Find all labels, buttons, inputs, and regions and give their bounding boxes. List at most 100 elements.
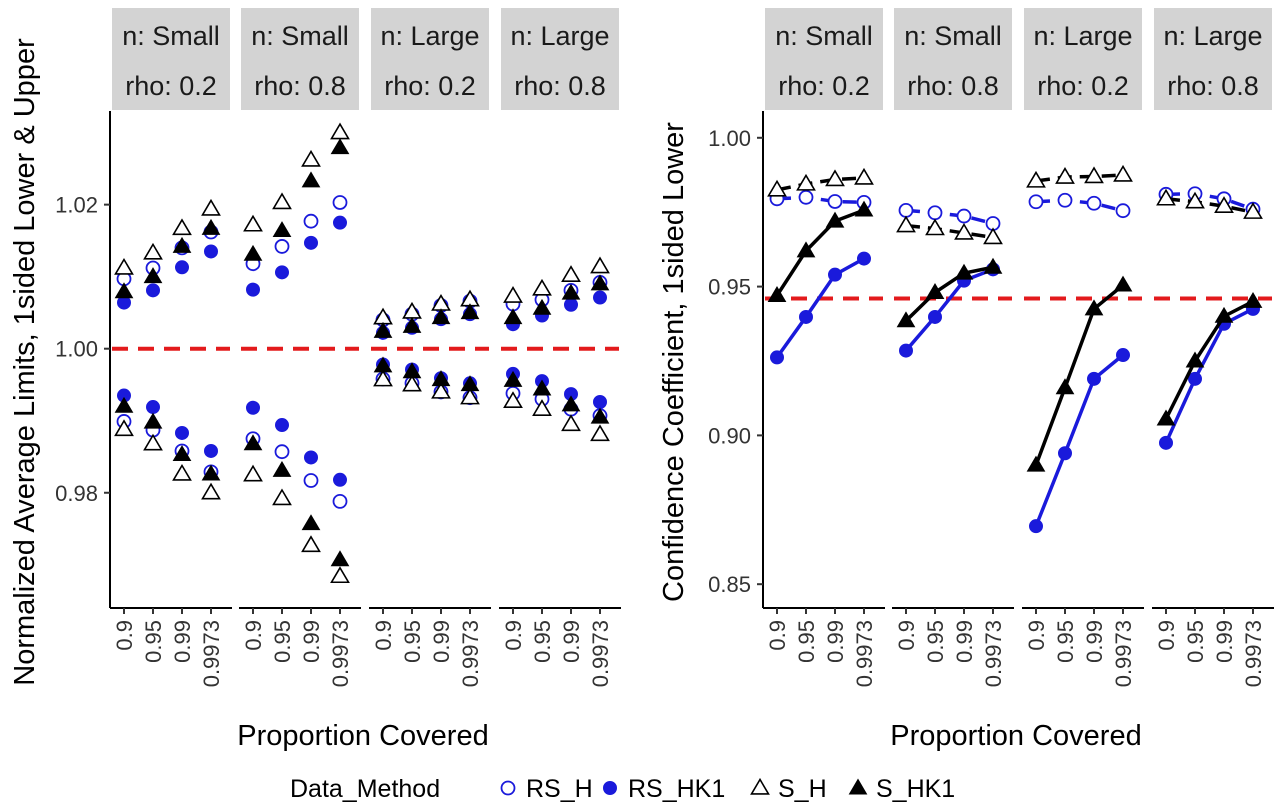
point-s_h xyxy=(172,218,192,236)
point-s_hk1 xyxy=(243,244,263,261)
series-line-s_hk1 xyxy=(1034,283,1125,466)
point-s_h xyxy=(114,419,134,437)
x-tick-label: 0.99 xyxy=(1082,620,1107,663)
series-line-rs_h xyxy=(1035,198,1124,213)
point-s_hk1 xyxy=(561,395,581,412)
point-s_hk1 xyxy=(272,460,292,477)
point-s_hk1 xyxy=(330,138,350,155)
point-s_h xyxy=(1243,202,1263,219)
point-s_hk1 xyxy=(431,370,451,387)
point-s_hk1 xyxy=(143,412,163,429)
point-s_hk1 xyxy=(854,200,874,217)
point-rs_hk1 xyxy=(246,400,260,415)
x-tick-label: 0.9973 xyxy=(458,620,483,687)
point-rs_hk1 xyxy=(928,309,942,324)
point-s_h xyxy=(561,265,581,282)
facet-strip xyxy=(112,8,230,110)
point-s_h xyxy=(301,535,321,553)
point-s_hk1 xyxy=(460,375,480,392)
point-s_h xyxy=(983,227,1003,245)
x-tick-label: 0.95 xyxy=(400,620,425,663)
point-rs_hk1 xyxy=(275,418,289,433)
facet-strip xyxy=(371,8,489,110)
point-s_hk1 xyxy=(954,263,974,280)
facet-strip-label: n: Small xyxy=(251,21,349,51)
facet-panel: n: Large rho: 0.8 0.9 0.95 0.99 0.9973 xyxy=(499,8,621,687)
point-s_h xyxy=(272,488,292,506)
facet-strip-label: rho: 0.2 xyxy=(1037,71,1129,101)
legend-item: RS_H xyxy=(500,775,593,803)
point-s_h xyxy=(561,414,581,432)
facet-strip-label: n: Large xyxy=(510,21,609,51)
series-line-s_hk1 xyxy=(1164,299,1254,420)
point-rs_h xyxy=(274,239,290,254)
point-s_hk1 xyxy=(561,283,581,300)
point-s_h xyxy=(1156,188,1176,206)
point-s_h xyxy=(402,374,422,392)
point-rs_hk1 xyxy=(204,443,218,458)
point-s_hk1 xyxy=(1214,306,1234,323)
facet-strip-label: rho: 0.8 xyxy=(254,71,346,101)
point-rs_hk1 xyxy=(857,251,871,266)
point-rs_h xyxy=(303,213,319,229)
x-tick-label: 0.9973 xyxy=(588,620,613,687)
facet-strip xyxy=(1154,8,1272,110)
point-rs_hk1 xyxy=(1087,371,1101,386)
facet-strip-label: n: Small xyxy=(122,21,220,51)
point-s_hk1 xyxy=(896,311,916,328)
point-s_hk1 xyxy=(1185,351,1205,368)
facet-panel: n: Small rho: 0.8 0.9 0.95 0.99 0.9973 xyxy=(892,8,1014,687)
series-line-s_h xyxy=(905,223,994,240)
series-line-rs_hk1 xyxy=(904,267,994,352)
legend-label: S_H xyxy=(778,775,827,803)
series-line-s_h xyxy=(1165,197,1254,214)
series-line-s_hk1 xyxy=(775,208,865,297)
point-s_h xyxy=(243,214,263,232)
x-tick-label: 0.95 xyxy=(794,620,819,663)
series-line-s_hk1 xyxy=(904,265,994,323)
facet-strip xyxy=(765,8,883,110)
y-tick-label: 1.00 xyxy=(55,337,98,362)
x-tick-label: 0.9973 xyxy=(981,620,1006,687)
legend-key-s_h xyxy=(750,777,770,795)
point-s_h xyxy=(825,169,845,187)
limits-x-axis-title: Proportion Covered xyxy=(237,720,488,752)
point-s_h xyxy=(1185,191,1205,209)
limits-y-axis-title: Normalized Average Limits, 1sided Lower … xyxy=(9,38,41,686)
point-s_hk1 xyxy=(1156,409,1176,426)
facet-strip-label: rho: 0.2 xyxy=(384,71,476,101)
x-tick-label: 0.9 xyxy=(371,620,396,651)
point-s_h xyxy=(854,167,874,185)
x-tick-label: 0.95 xyxy=(923,620,948,663)
point-s_h xyxy=(1026,170,1046,188)
x-tick-label: 0.99 xyxy=(429,620,454,663)
point-rs_h xyxy=(1086,195,1102,211)
facet-panel: n: Large rho: 0.2 0.9 0.95 0.99 0.9973 xyxy=(369,8,491,687)
y-tick-label: 1.02 xyxy=(55,193,98,218)
y-tick-label: 1.00 xyxy=(708,126,751,151)
legend-key-rs_h xyxy=(500,780,516,796)
point-s_hk1 xyxy=(243,434,263,451)
facet-panel: n: Small rho: 0.8 0.9 0.95 0.99 0.9973 xyxy=(239,8,361,687)
facet-strip-label: rho: 0.8 xyxy=(1167,71,1259,101)
x-tick-label: 0.9 xyxy=(894,620,919,651)
point-s_h xyxy=(925,218,945,236)
x-tick-label: 0.99 xyxy=(559,620,584,663)
point-rs_hk1 xyxy=(1116,348,1130,363)
legend: Data_Method RS_H RS_HK1 S_H S_HK1 xyxy=(290,775,955,803)
facet-strip-label: n: Large xyxy=(380,21,479,51)
point-s_hk1 xyxy=(431,308,451,325)
point-rs_h xyxy=(303,473,319,488)
x-tick-label: 0.9 xyxy=(501,620,526,651)
x-tick-label: 0.9 xyxy=(1154,620,1179,651)
x-tick-label: 0.95 xyxy=(530,620,555,663)
point-s_hk1 xyxy=(272,221,292,238)
facet-strip xyxy=(501,8,619,110)
point-rs_hk1 xyxy=(593,394,607,409)
x-tick-label: 0.95 xyxy=(1053,620,1078,663)
legend-key-rs_hk1 xyxy=(603,781,617,795)
point-rs_hk1 xyxy=(899,343,913,358)
facet-panel: n: Large rho: 0.8 0.9 0.95 0.99 0.9973 xyxy=(1152,8,1274,687)
point-s_h xyxy=(1113,164,1133,182)
